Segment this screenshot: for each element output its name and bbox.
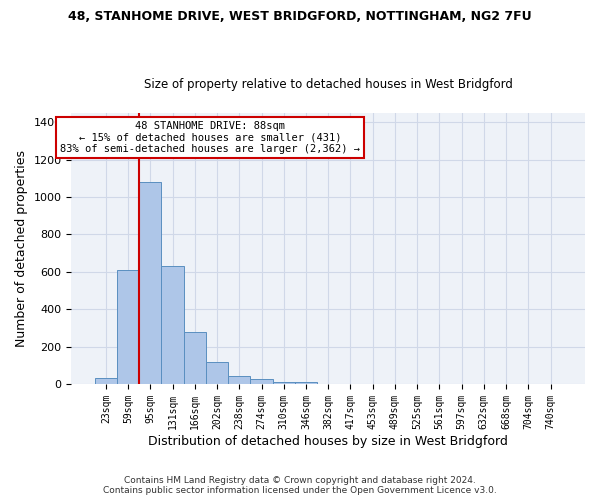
Text: 48, STANHOME DRIVE, WEST BRIDGFORD, NOTTINGHAM, NG2 7FU: 48, STANHOME DRIVE, WEST BRIDGFORD, NOTT… xyxy=(68,10,532,23)
Text: 48 STANHOME DRIVE: 88sqm
← 15% of detached houses are smaller (431)
83% of semi-: 48 STANHOME DRIVE: 88sqm ← 15% of detach… xyxy=(60,121,360,154)
Bar xyxy=(95,378,117,384)
Text: Contains HM Land Registry data © Crown copyright and database right 2024.
Contai: Contains HM Land Registry data © Crown c… xyxy=(103,476,497,495)
Bar xyxy=(250,380,272,384)
Y-axis label: Number of detached properties: Number of detached properties xyxy=(15,150,28,347)
Bar xyxy=(272,382,295,384)
Bar xyxy=(117,270,139,384)
Bar xyxy=(161,266,184,384)
X-axis label: Distribution of detached houses by size in West Bridgford: Distribution of detached houses by size … xyxy=(148,434,508,448)
Bar xyxy=(228,376,250,384)
Bar xyxy=(206,362,228,384)
Bar xyxy=(139,182,161,384)
Bar xyxy=(295,382,317,384)
Title: Size of property relative to detached houses in West Bridgford: Size of property relative to detached ho… xyxy=(144,78,512,91)
Bar xyxy=(184,332,206,384)
